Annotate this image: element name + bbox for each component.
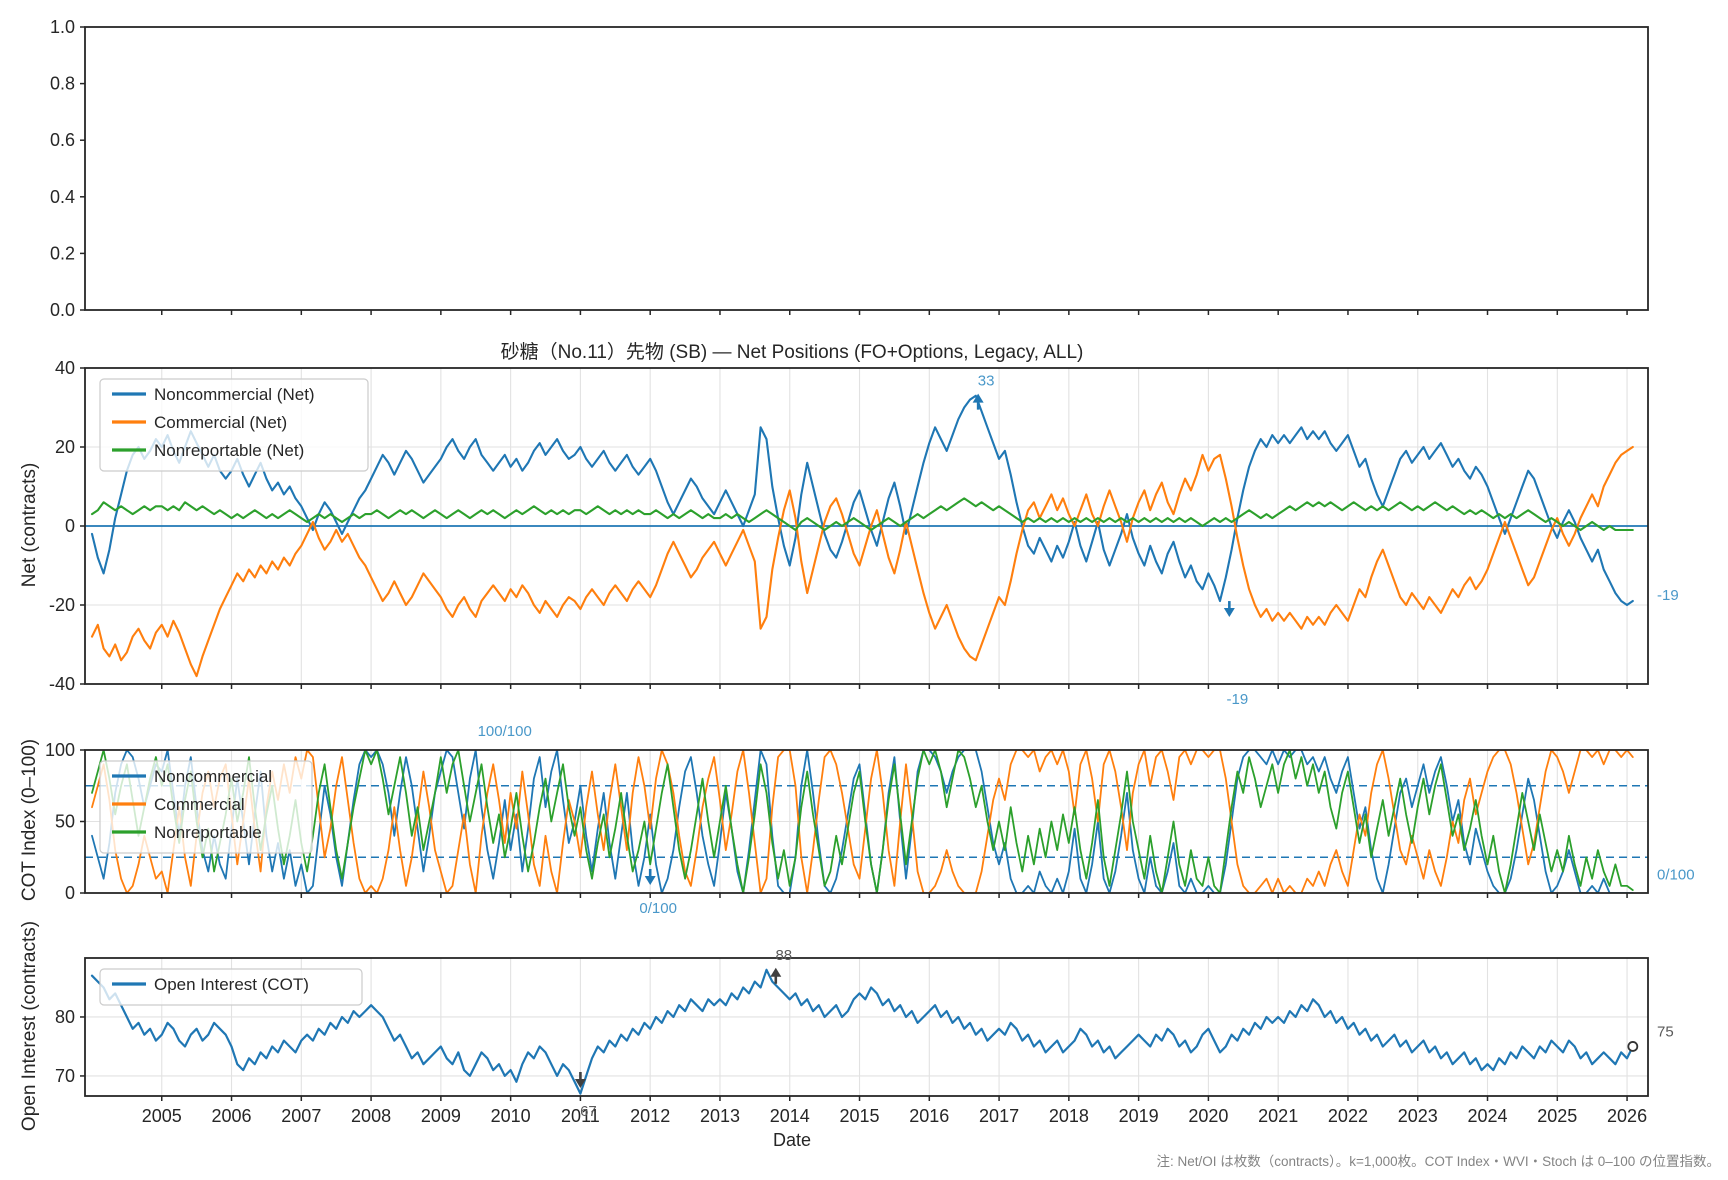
x-tick-label: 2015 — [839, 1106, 879, 1126]
annotation-label: 67 — [580, 1103, 597, 1120]
ylabel-net: Net (contracts) — [19, 462, 40, 588]
y-tick-label: 0.4 — [50, 187, 75, 207]
legend-box — [99, 760, 313, 854]
x-tick-label: 2023 — [1398, 1106, 1438, 1126]
y-tick-label: 70 — [55, 1066, 75, 1086]
x-tick-label: 2021 — [1258, 1106, 1298, 1126]
legend-label: Noncommercial (Net) — [154, 385, 315, 404]
y-tick-label: 0 — [65, 883, 75, 903]
xlabel-date: Date — [772, 1130, 812, 1150]
y-tick-label: 0 — [65, 516, 75, 536]
panel-frame — [84, 957, 1649, 1097]
y-tick-label: 20 — [55, 437, 75, 457]
x-tick-label: 2009 — [421, 1106, 461, 1126]
annotation-label: -19 — [1226, 691, 1248, 708]
legend-label: Nonreportable (Net) — [154, 441, 304, 460]
legend-label: Nonreportable — [154, 823, 262, 842]
series-line-blue — [90, 394, 1634, 607]
legend-box — [99, 968, 363, 1006]
x-tick-label: 2017 — [979, 1106, 1019, 1126]
y-tick-label: 0.0 — [50, 300, 75, 320]
series-line-green — [90, 497, 1634, 532]
x-tick-label: 2010 — [491, 1106, 531, 1126]
x-tick-label: 2019 — [1119, 1106, 1159, 1126]
last-value-label: -19 — [1657, 587, 1679, 604]
legend-box — [99, 378, 369, 472]
x-tick-label: 2007 — [281, 1106, 321, 1126]
series-line-green — [91, 750, 1634, 893]
x-tick-label: 2020 — [1188, 1106, 1228, 1126]
y-tick-label: 0.8 — [50, 74, 75, 94]
last-value-label: 75 — [1657, 1024, 1674, 1041]
annotation-arrow-up — [972, 393, 984, 403]
annotation-arrow-down — [1223, 608, 1235, 618]
annotation-arrow-down — [574, 1079, 586, 1088]
legend-label: Open Interest (COT) — [154, 975, 309, 994]
annotation-label: 33 — [978, 373, 995, 390]
annotation-arrow-up — [770, 967, 782, 977]
series-line-orange — [90, 445, 1634, 678]
x-tick-label: 2018 — [1049, 1106, 1089, 1126]
annotation-label: 88 — [775, 947, 792, 964]
y-tick-label: 50 — [55, 812, 75, 832]
y-tick-label: 0.6 — [50, 130, 75, 150]
x-tick-label: 2005 — [142, 1106, 182, 1126]
panel-frame — [84, 26, 1649, 311]
annotation-label: 0/100 — [639, 900, 677, 917]
legend-label: Noncommercial — [154, 767, 272, 786]
y-tick-label: 1.0 — [50, 17, 75, 37]
end-marker — [1627, 1041, 1639, 1052]
panel-3: 0 50 100 Noncommercial Commercial Nonreportab… — [45, 723, 1695, 917]
y-tick-label: 80 — [55, 1007, 75, 1027]
y-tick-label: 0.2 — [50, 243, 75, 263]
x-tick-label: 2011 — [561, 1106, 600, 1126]
x-tick-label: 2013 — [700, 1106, 740, 1126]
y-tick-label: 40 — [55, 358, 75, 378]
last-value-label: 0/100 — [1657, 866, 1695, 883]
chart-title: 砂糖（No.11）先物 (SB) — Net Positions (FO+Opt… — [500, 342, 1084, 363]
panel-1: 0.0 0.2 0.4 0.6 0.8 1.0 — [50, 17, 1649, 320]
x-tick-label: 2016 — [909, 1106, 949, 1126]
footnote: 注: Net/OI は枚数（contracts）。k=1,000枚。COT In… — [1156, 1154, 1720, 1169]
ylabel-open-interest: Open Interest (contracts) — [19, 920, 40, 1132]
y-tick-label: -20 — [49, 595, 75, 615]
series-line-orange — [91, 750, 1634, 893]
x-tick-label: 2006 — [212, 1106, 252, 1126]
annotation-label: 100/100 — [478, 723, 532, 740]
x-tick-label: 2026 — [1607, 1106, 1647, 1126]
x-tick-label: 2014 — [770, 1106, 810, 1126]
x-tick-label: 2024 — [1467, 1106, 1507, 1126]
series-line-blue — [90, 968, 1634, 1095]
panel-4: 70 80 2005 2006 2007 2008 2009 2010 2011 2012 2013… — [55, 947, 1674, 1126]
x-tick-label: 2025 — [1537, 1106, 1577, 1126]
x-tick-label: 2022 — [1328, 1106, 1368, 1126]
y-tick-label: -40 — [49, 674, 75, 694]
legend-label: Commercial — [154, 795, 245, 814]
legend-label: Commercial (Net) — [154, 413, 287, 432]
y-tick-label: 100 — [45, 740, 75, 760]
annotation-arrow-down — [644, 876, 656, 885]
x-tick-label: 2012 — [630, 1106, 670, 1126]
x-tick-label: 2008 — [351, 1106, 391, 1126]
panel-2: -40 -20 0 20 40 Noncommercial (Net) Commercial… — [49, 358, 1679, 708]
